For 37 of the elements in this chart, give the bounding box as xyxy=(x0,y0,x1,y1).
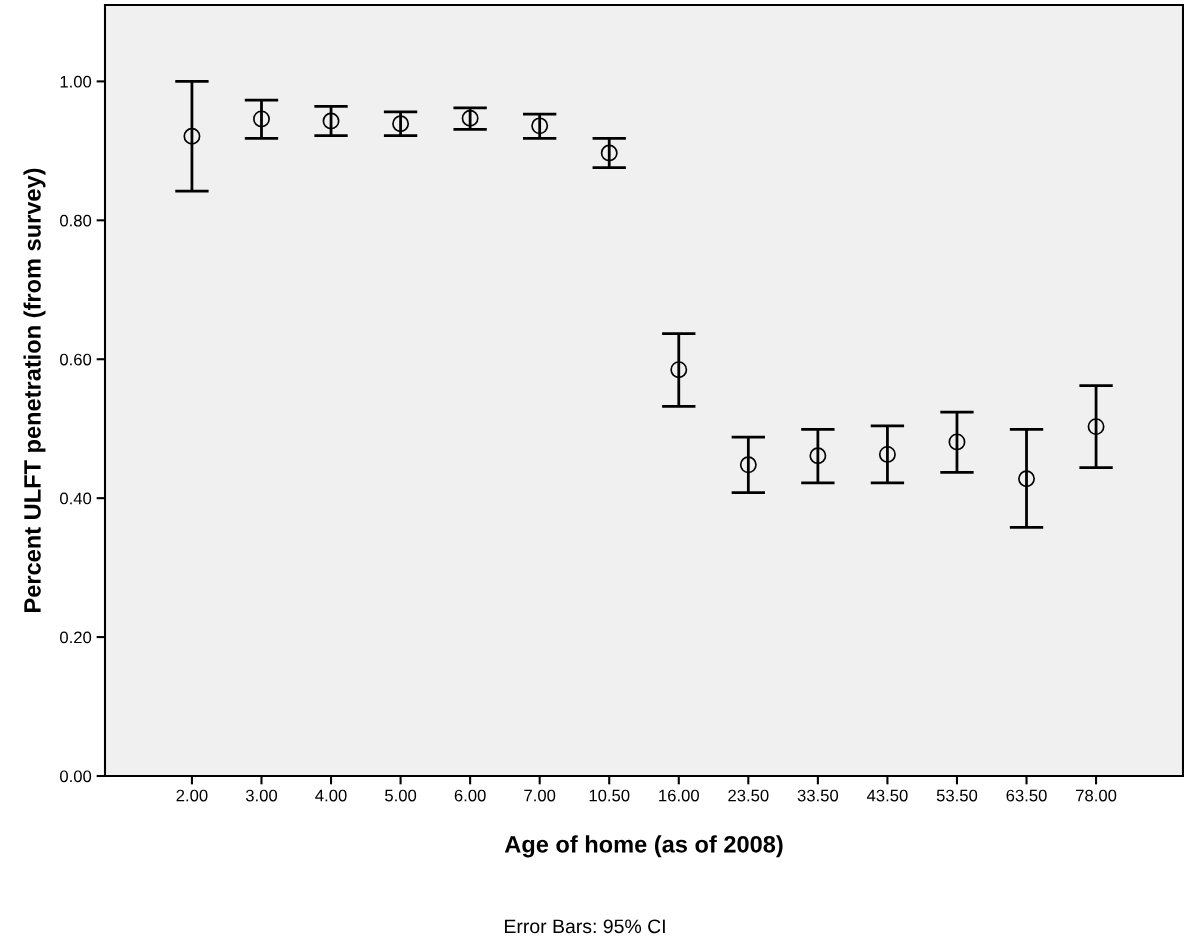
point xyxy=(183,127,201,145)
x-tick-label: 4.00 xyxy=(315,789,347,802)
x-tick-label: 3.00 xyxy=(245,789,278,802)
y-tick-label: 0.20 xyxy=(60,631,92,644)
y-axis-title: Percent ULFT penetration (from survey) xyxy=(23,168,46,612)
y-tick-label: 0.60 xyxy=(60,353,92,366)
x-tick-label: 43.50 xyxy=(866,789,908,802)
point xyxy=(461,109,479,127)
point xyxy=(948,433,966,451)
point xyxy=(809,447,827,465)
x-axis-title: Age of home (as of 2008) xyxy=(504,835,783,858)
point xyxy=(878,445,896,463)
x-tick-label: 33.50 xyxy=(797,789,839,802)
text: Error Bars: 95% CI xyxy=(505,919,665,934)
x-tick-label: 10.50 xyxy=(589,789,630,802)
point xyxy=(322,112,340,130)
x-tick-label: 7.00 xyxy=(524,789,556,802)
point xyxy=(531,117,549,135)
x-tick-label: 16.00 xyxy=(659,789,699,802)
x-tick-label: 63.50 xyxy=(1006,789,1047,802)
x-tick-label: 23.50 xyxy=(728,789,769,802)
point xyxy=(600,144,618,162)
point xyxy=(392,115,410,133)
point xyxy=(253,110,270,128)
y-tick-label: 0.40 xyxy=(60,492,92,505)
y-tick-label: 1.00 xyxy=(60,75,92,88)
x-tick-label: 53.50 xyxy=(936,789,978,802)
x-tick-label: 5.00 xyxy=(385,789,417,802)
point xyxy=(1018,470,1035,488)
point xyxy=(1087,418,1105,436)
y-tick-label: 0.80 xyxy=(60,214,92,227)
x-tick-label: 2.00 xyxy=(176,789,208,802)
x-tick-label: 78.00 xyxy=(1076,789,1117,802)
point xyxy=(739,456,757,474)
x-tick-label: 6.00 xyxy=(454,789,486,802)
y-tick-label: 0.00 xyxy=(60,770,92,783)
point xyxy=(670,361,688,379)
